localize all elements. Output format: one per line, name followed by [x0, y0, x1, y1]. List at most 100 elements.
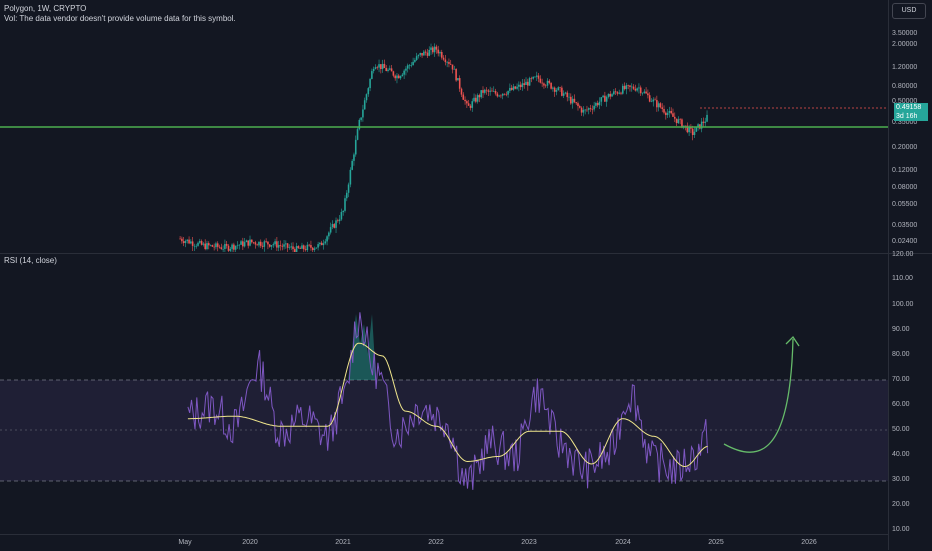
drawing-arrow[interactable] [723, 338, 794, 453]
candle [518, 84, 520, 87]
candle [688, 126, 690, 133]
time-tick: 2020 [242, 539, 258, 546]
candle [283, 244, 285, 247]
candle [256, 244, 258, 246]
candle [360, 117, 362, 120]
candle [320, 242, 323, 246]
pane-divider[interactable] [0, 253, 932, 254]
candle [358, 119, 361, 130]
candle [673, 116, 676, 119]
candle [397, 75, 400, 79]
candle [702, 121, 705, 123]
candle [509, 87, 511, 91]
candle [209, 245, 212, 246]
candle [347, 184, 350, 193]
candle [448, 61, 450, 64]
time-axis[interactable]: May 2020 2021 2022 2023 2024 2025 2026 [0, 534, 888, 551]
candle [238, 244, 241, 246]
candle [414, 59, 416, 62]
candle [442, 57, 445, 60]
time-tick: 2023 [521, 539, 537, 546]
price-tick: 0.02400 [892, 238, 918, 245]
candle [421, 52, 423, 56]
candle [354, 139, 357, 155]
time-tick: 2025 [708, 539, 724, 546]
candle [193, 245, 196, 247]
candle [234, 245, 237, 250]
candle [200, 241, 203, 245]
candle [302, 245, 305, 250]
candle [403, 70, 405, 75]
candle [231, 244, 233, 249]
candle [446, 61, 448, 63]
rsi-tick: 20.00 [892, 501, 910, 508]
candle [629, 85, 631, 87]
candle [647, 93, 649, 96]
rsi-legend[interactable]: RSI (14, close) [4, 256, 57, 265]
candle [460, 88, 463, 95]
symbol-legend[interactable]: Polygon, 1W, CRYPTO [4, 4, 87, 13]
candle [645, 91, 647, 94]
price-tick: 1.20000 [892, 64, 918, 71]
price-tick: 0.03500 [892, 222, 918, 229]
candle [691, 128, 694, 136]
candle [306, 244, 309, 251]
candle [218, 246, 221, 248]
candle [491, 90, 493, 92]
candle [292, 246, 294, 250]
candle [392, 71, 395, 76]
candle [259, 241, 262, 246]
candle [207, 243, 210, 246]
candle [342, 210, 344, 213]
candle [374, 67, 377, 69]
candle [552, 87, 554, 89]
candle [641, 92, 644, 94]
candle [616, 92, 619, 94]
candle [272, 244, 275, 246]
candle [383, 63, 386, 68]
candle [462, 94, 465, 100]
candle [604, 95, 606, 102]
price-axis[interactable]: 3.50000 2.00000 1.20000 0.80000 0.50000 … [889, 0, 932, 253]
candle [593, 105, 595, 110]
candle [276, 241, 278, 248]
candle [338, 219, 341, 222]
candle [290, 246, 293, 248]
candle [337, 220, 339, 222]
price-tick: 0.08000 [892, 184, 918, 191]
candle [308, 244, 310, 246]
candle [435, 46, 438, 50]
currency-button[interactable]: USD [892, 3, 926, 19]
price-tick: 0.50000 [892, 98, 918, 105]
time-tick: 2026 [801, 539, 817, 546]
candle [586, 109, 588, 111]
price-chart[interactable] [0, 0, 888, 253]
candle [507, 90, 509, 95]
candle [648, 95, 651, 102]
candle [525, 81, 527, 85]
candle [215, 243, 217, 248]
candle [423, 51, 425, 56]
candle [471, 101, 474, 108]
candle [268, 244, 271, 247]
candle [577, 103, 579, 107]
price-tick: 0.80000 [892, 83, 918, 90]
candle [191, 241, 194, 246]
candle [195, 245, 198, 247]
candle [476, 95, 479, 102]
candle [492, 90, 495, 92]
candle [396, 75, 398, 79]
candle [331, 224, 334, 228]
candle [258, 241, 260, 246]
candle [483, 89, 486, 93]
candle [562, 93, 565, 96]
rsi-chart[interactable] [0, 254, 888, 534]
candle [503, 93, 506, 95]
rsi-axis[interactable]: 120.00 110.00 100.00 90.00 80.00 70.00 6… [889, 251, 932, 534]
candle [467, 103, 470, 106]
candle [681, 119, 683, 128]
candle [428, 49, 431, 56]
candle [516, 86, 518, 89]
candle [578, 106, 581, 108]
candle [475, 97, 477, 102]
